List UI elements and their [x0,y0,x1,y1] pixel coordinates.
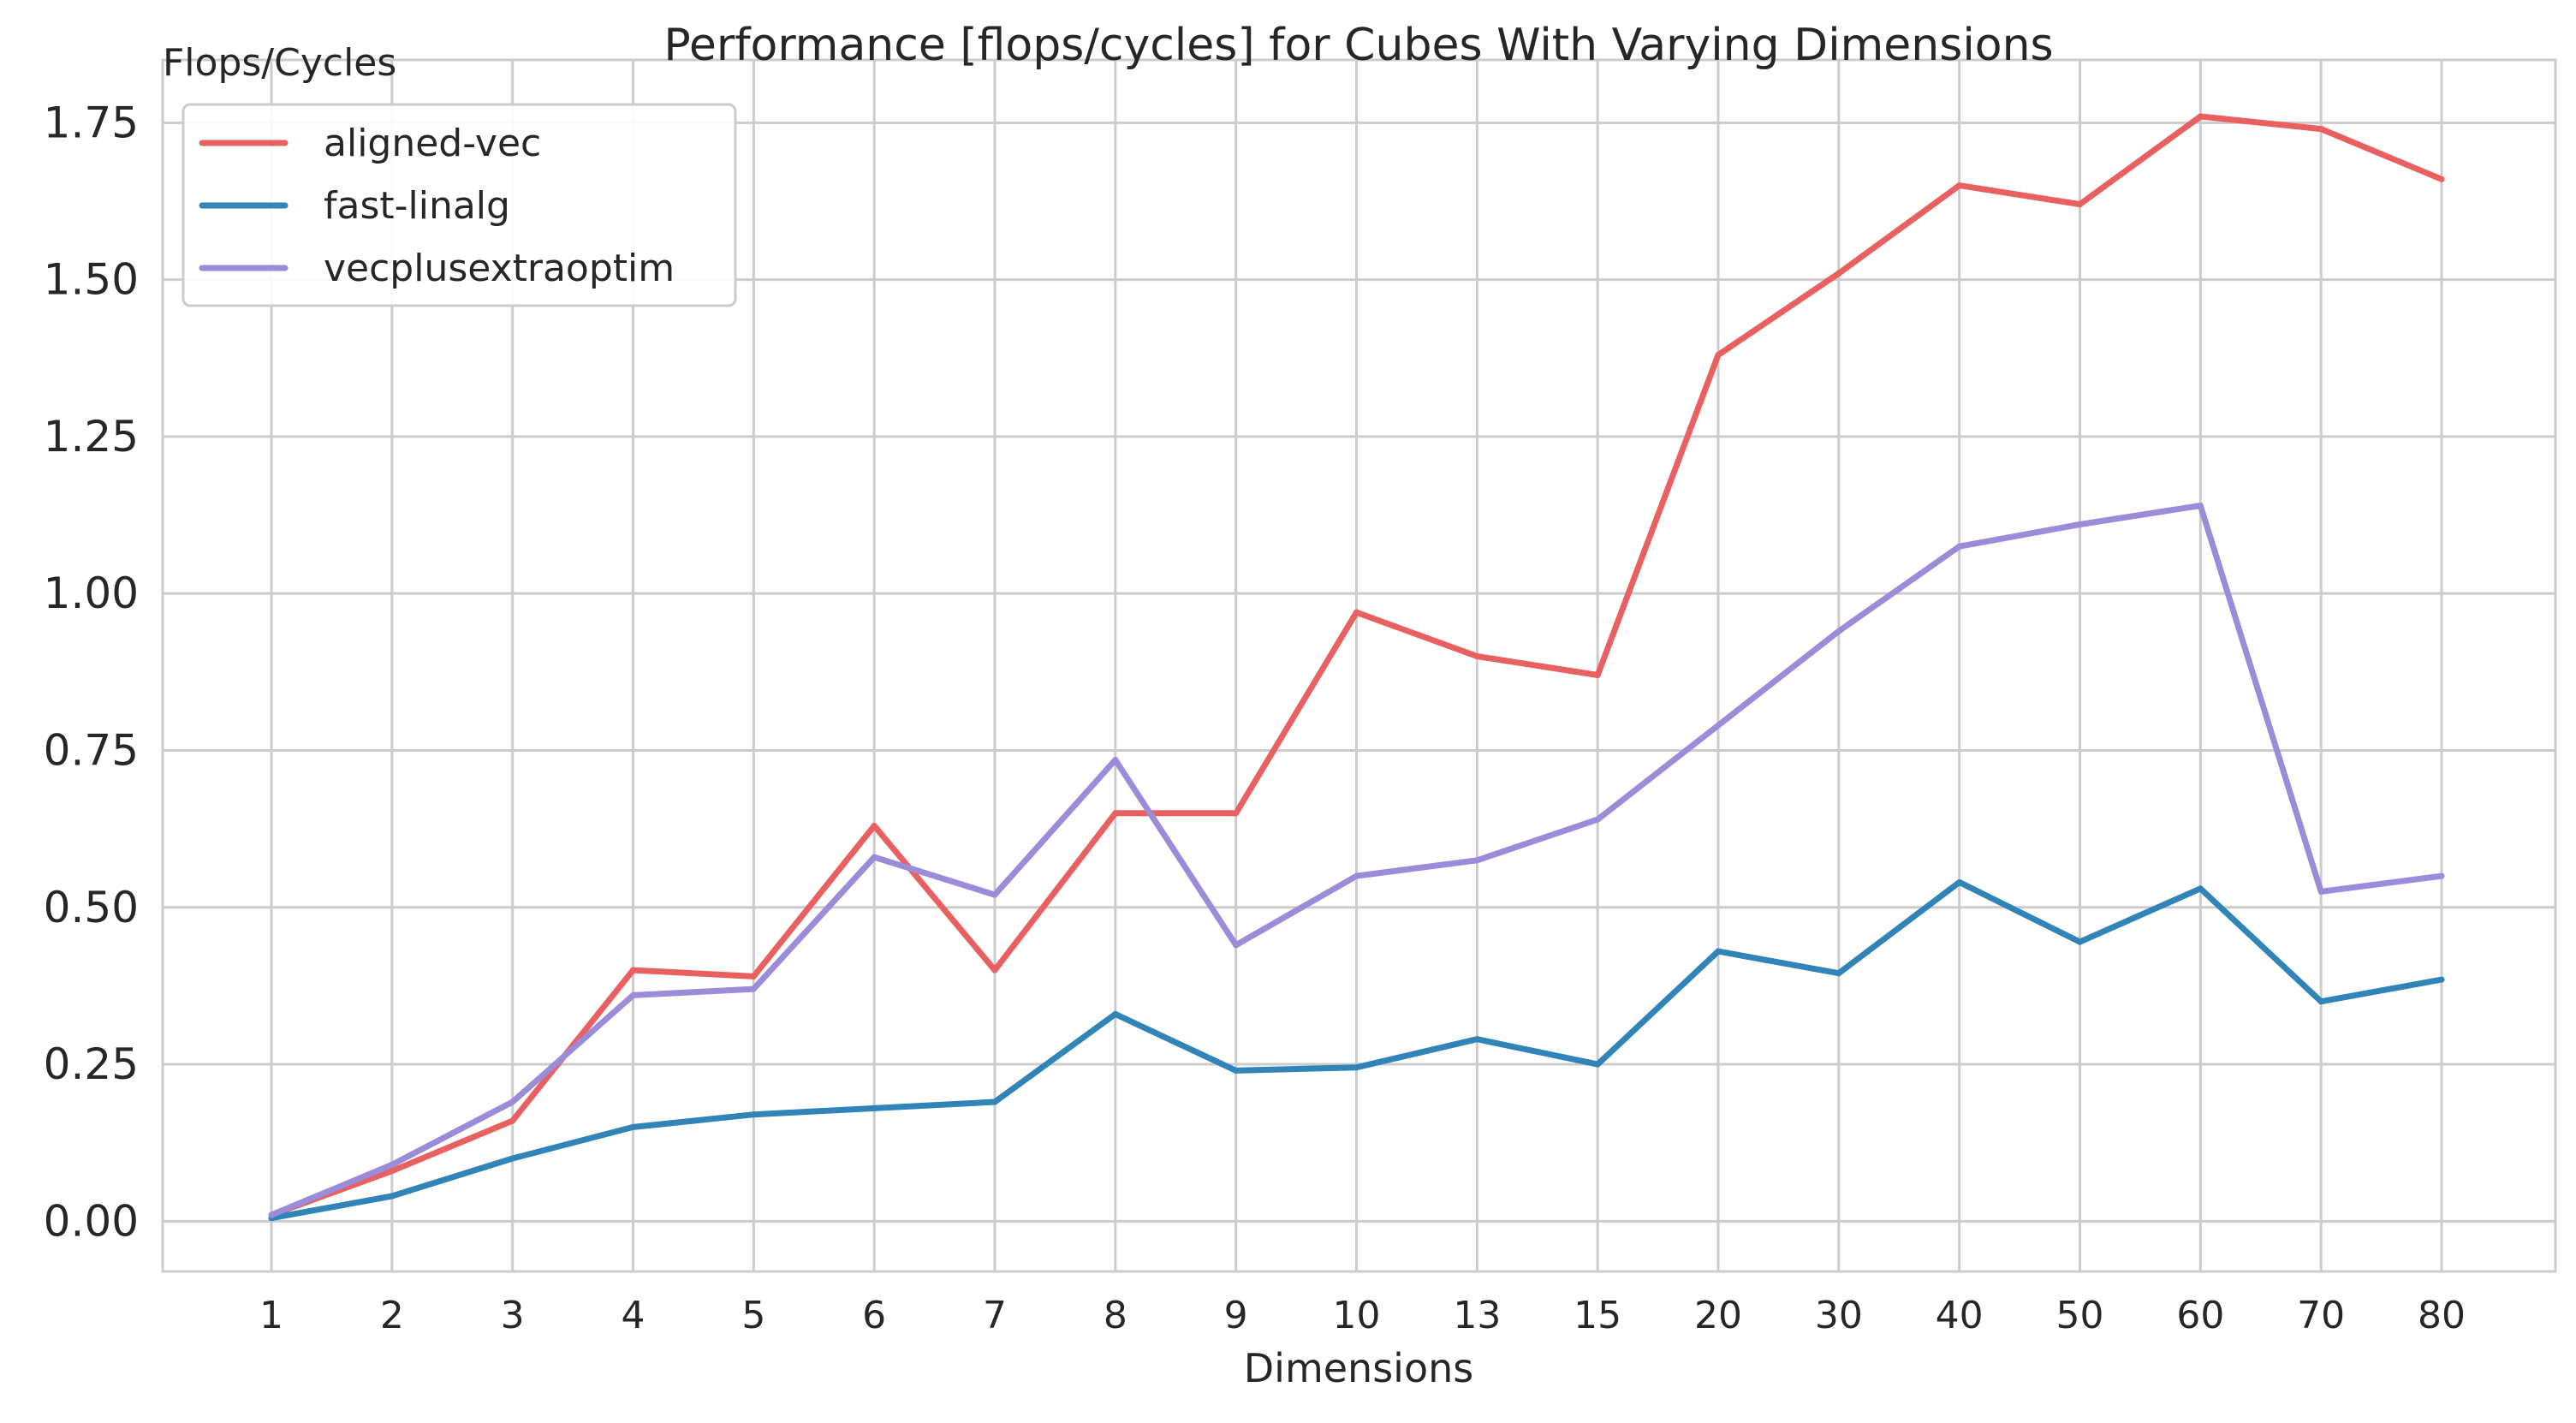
y-tick-label: 0.75 [44,725,139,775]
data-point-vecplusextraoptim [1353,872,1359,879]
data-point-fast-linalg [509,1155,516,1162]
x-tick-label: 5 [741,1294,765,1337]
data-point-vecplusextraoptim [871,854,878,860]
y-axis-label: Flops/Cycles [163,41,396,85]
y-tick-label: 1.00 [44,569,139,618]
x-tick-label: 2 [380,1294,404,1337]
data-point-fast-linalg [2077,938,2083,945]
x-tick-label: 70 [2297,1294,2345,1337]
data-point-fast-linalg [1715,948,1722,955]
data-point-fast-linalg [1233,1067,1240,1074]
y-tick-label: 1.50 [44,255,139,305]
data-point-fast-linalg [630,1123,636,1130]
data-point-fast-linalg [1353,1064,1359,1071]
x-tick-label: 6 [862,1294,886,1337]
x-tick-label: 30 [1815,1294,1863,1337]
data-point-vecplusextraoptim [2077,521,2083,528]
data-point-fast-linalg [750,1111,757,1118]
data-point-vecplusextraoptim [630,991,636,998]
x-tick-label: 9 [1224,1294,1248,1337]
plot-area-frame [161,58,2557,1273]
data-point-fast-linalg [2317,998,2324,1005]
legend: aligned-vec fast-linalg vecplusextraoptim [181,103,737,307]
data-point-vecplusextraoptim [1956,543,1963,550]
data-point-aligned-vec [1715,352,1722,359]
x-tick-label: 40 [1936,1294,1984,1337]
data-point-vecplusextraoptim [1233,942,1240,949]
data-point-fast-linalg [871,1104,878,1111]
y-tick-label: 0.25 [44,1039,139,1089]
x-tick-labels: 1 2 3 4 5 6 7 8 9 10 13 15 20 30 40 50 60 70 80 [259,1294,2466,1337]
data-point-aligned-vec [991,967,998,973]
legend-box [181,103,737,307]
x-tick-label: 3 [501,1294,525,1337]
data-point-aligned-vec [1353,609,1359,616]
x-tick-label: 80 [2418,1294,2466,1337]
y-tick-label: 0.00 [44,1196,139,1246]
data-point-vecplusextraoptim [2438,872,2445,879]
x-tick-label: 13 [1453,1294,1501,1337]
x-tick-label: 10 [1333,1294,1381,1337]
y-tick-label: 1.75 [44,98,139,147]
data-point-fast-linalg [1594,1061,1601,1068]
x-tick-label: 15 [1574,1294,1621,1337]
data-point-vecplusextraoptim [389,1161,396,1168]
data-point-vecplusextraoptim [1835,628,1842,634]
data-point-aligned-vec [1835,270,1842,277]
data-point-vecplusextraoptim [991,891,998,898]
x-tick-label: 60 [2176,1294,2224,1337]
y-tick-label: 0.50 [44,883,139,932]
data-point-aligned-vec [750,973,757,979]
legend-entries: aligned-vec fast-linalg vecplusextraoptim [199,122,675,290]
x-tick-label: 1 [259,1294,283,1337]
data-point-aligned-vec [1233,810,1240,817]
data-point-aligned-vec [1473,653,1480,660]
data-point-vecplusextraoptim [1112,756,1119,763]
data-point-aligned-vec [1594,671,1601,678]
data-point-vecplusextraoptim [2197,503,2204,509]
x-axis-label: Dimensions [1244,1345,1473,1391]
data-point-fast-linalg [2438,976,2445,983]
x-tick-label: 50 [2056,1294,2104,1337]
data-point-aligned-vec [1956,182,1963,189]
chart-title: Performance [flops/cycles] for Cubes Wit… [663,20,2053,71]
data-point-fast-linalg [1835,970,1842,977]
legend-label: aligned-vec [324,122,541,165]
legend-label: vecplusextraoptim [324,247,675,290]
data-point-vecplusextraoptim [2317,888,2324,895]
data-point-aligned-vec [2077,201,2083,208]
x-tick-label: 8 [1104,1294,1127,1337]
y-tick-label: 1.25 [44,412,139,461]
data-point-vecplusextraoptim [1473,857,1480,864]
data-point-aligned-vec [1112,810,1119,817]
data-point-vecplusextraoptim [750,985,757,992]
legend-label: fast-linalg [324,184,510,228]
data-point-fast-linalg [991,1099,998,1105]
data-point-aligned-vec [2197,113,2204,120]
data-point-fast-linalg [1112,1010,1119,1017]
x-tick-label: 20 [1694,1294,1742,1337]
y-tick-labels: 0.00 0.25 0.50 0.75 1.00 1.25 1.50 1.75 [44,98,139,1246]
data-point-aligned-vec [2438,176,2445,182]
data-point-vecplusextraoptim [509,1099,516,1105]
x-tick-label: 7 [983,1294,1007,1337]
data-point-fast-linalg [389,1193,396,1200]
data-point-fast-linalg [1473,1036,1480,1043]
series-layer [268,113,2445,1222]
data-point-fast-linalg [2197,885,2204,892]
data-point-aligned-vec [509,1117,516,1124]
data-point-aligned-vec [630,967,636,973]
data-point-aligned-vec [2317,126,2324,133]
data-point-vecplusextraoptim [268,1212,275,1218]
x-tick-label: 4 [622,1294,645,1337]
data-point-vecplusextraoptim [1715,722,1722,729]
data-point-aligned-vec [871,822,878,829]
data-point-fast-linalg [1956,878,1963,885]
data-point-aligned-vec [389,1168,396,1175]
data-point-vecplusextraoptim [1594,816,1601,823]
